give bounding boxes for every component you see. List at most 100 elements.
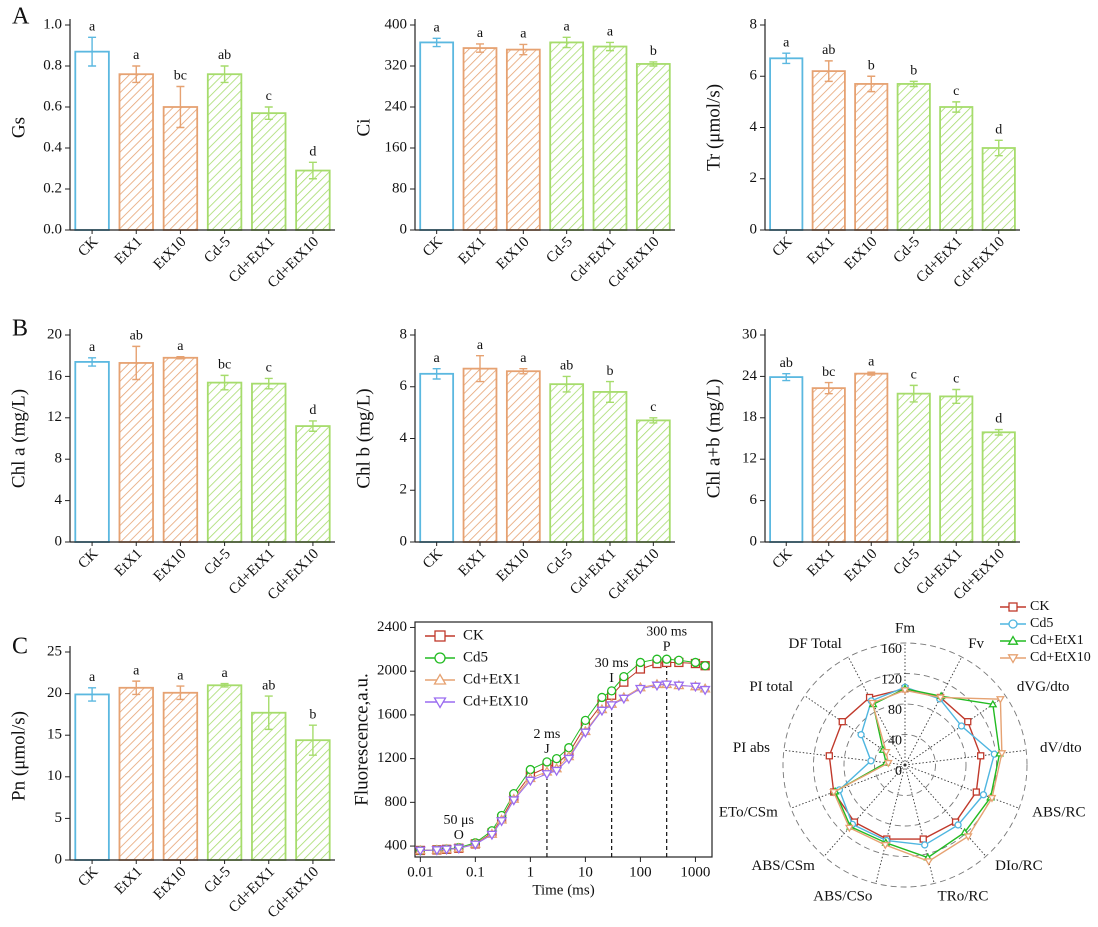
significance-letter: a — [133, 48, 140, 63]
series-polygon — [832, 689, 1003, 863]
spoke — [790, 764, 906, 809]
x-tick-label: EtX1 — [804, 234, 838, 268]
x-tick-label: EtX1 — [456, 546, 490, 580]
marker — [921, 841, 929, 849]
error-bar — [308, 420, 317, 432]
time-label: 300 ms — [646, 624, 687, 639]
bar — [981, 147, 1016, 231]
significance-letter: a — [434, 21, 441, 36]
axis-label: ABS/RC — [1032, 805, 1085, 821]
error-bar — [649, 417, 658, 424]
marker — [972, 788, 980, 796]
x-tick-label: CK — [75, 864, 101, 890]
y-tick-label: 30 — [742, 326, 757, 342]
error-bar — [264, 695, 273, 731]
marker — [690, 657, 701, 668]
marker — [453, 844, 465, 854]
bar — [811, 387, 846, 543]
error-bar — [432, 37, 441, 48]
marker — [700, 661, 710, 671]
bar — [251, 711, 287, 861]
y-tick-label: 0 — [400, 533, 408, 549]
x-tick-label: Cd-5 — [890, 234, 923, 267]
axis-label: DF Total — [789, 636, 842, 652]
marker — [900, 687, 910, 695]
bar — [74, 50, 110, 231]
marker — [551, 753, 562, 764]
marker — [829, 788, 839, 797]
bar — [206, 381, 243, 543]
panel-label: B — [12, 316, 28, 342]
error-bar — [176, 356, 185, 360]
spoke — [875, 764, 906, 884]
marker — [977, 752, 985, 760]
spoke — [847, 656, 906, 766]
y-tick-label: 2000 — [377, 663, 407, 679]
spoke — [904, 764, 935, 884]
bar — [419, 372, 455, 543]
y-tick-label: 8 — [55, 451, 63, 467]
bar — [592, 391, 628, 543]
bar — [206, 684, 243, 861]
error-bar — [824, 60, 833, 83]
marker — [957, 722, 966, 730]
y-axis-title: Chl a (mg/L) — [8, 389, 29, 488]
x-tick-label: 1 — [527, 864, 535, 880]
error-bar — [606, 380, 614, 403]
bar — [896, 392, 931, 543]
error-bar — [519, 43, 528, 56]
x-tick-label: EtX1 — [112, 546, 146, 580]
error-bar — [264, 106, 273, 120]
marker — [919, 835, 927, 843]
y-tick-label: 2 — [750, 170, 758, 186]
significance-letter: a — [520, 351, 527, 366]
y-axis-title: Gs — [8, 117, 29, 138]
x-tick-label: Cd-5 — [543, 234, 576, 267]
marker — [441, 845, 453, 856]
series-polygon — [838, 686, 996, 846]
y-axis-title: Chl a+b (mg/L) — [703, 379, 724, 498]
marker — [1008, 602, 1018, 612]
error-bar — [994, 139, 1003, 157]
y-tick-label: 15 — [47, 727, 62, 743]
x-tick-label: 100 — [629, 864, 652, 880]
y-tick-label: 1200 — [377, 750, 407, 766]
y-tick-label: 1600 — [377, 706, 407, 722]
time-label: 2 ms — [534, 727, 561, 742]
bar — [74, 361, 110, 543]
bar — [854, 83, 889, 231]
bar — [896, 83, 931, 231]
y-tick-label: 25 — [47, 643, 62, 659]
marker — [674, 655, 684, 665]
y-tick-label: 4 — [55, 492, 63, 508]
axis-label: PI abs — [733, 740, 770, 756]
significance-letter: a — [177, 339, 184, 354]
marker — [564, 743, 574, 753]
marker — [867, 699, 877, 708]
significance-letter: a — [477, 26, 484, 41]
bar — [162, 356, 199, 543]
y-tick-label: 0.6 — [43, 98, 62, 114]
marker — [434, 652, 446, 664]
y-tick-label: 8 — [400, 326, 408, 342]
y-axis-title: Ci — [353, 119, 374, 137]
significance-letter: a — [564, 20, 571, 35]
significance-letter: a — [434, 351, 441, 366]
legend-label: CK — [1030, 599, 1049, 614]
marker — [524, 776, 536, 787]
marker — [486, 830, 498, 841]
error-bar — [649, 61, 658, 67]
marker — [964, 718, 972, 726]
marker — [883, 759, 893, 768]
marker — [414, 846, 426, 857]
marker — [844, 824, 854, 833]
marker — [597, 692, 607, 703]
x-tick-label: EtX10 — [841, 546, 880, 585]
marker — [619, 672, 629, 682]
x-tick-label: CK — [75, 546, 101, 572]
axis-label: ETo/CSm — [719, 805, 778, 821]
marker — [651, 681, 663, 692]
x-tick-label: CK — [769, 234, 795, 260]
x-tick-label: EtX1 — [804, 546, 838, 580]
x-tick-label: CK — [420, 234, 446, 260]
